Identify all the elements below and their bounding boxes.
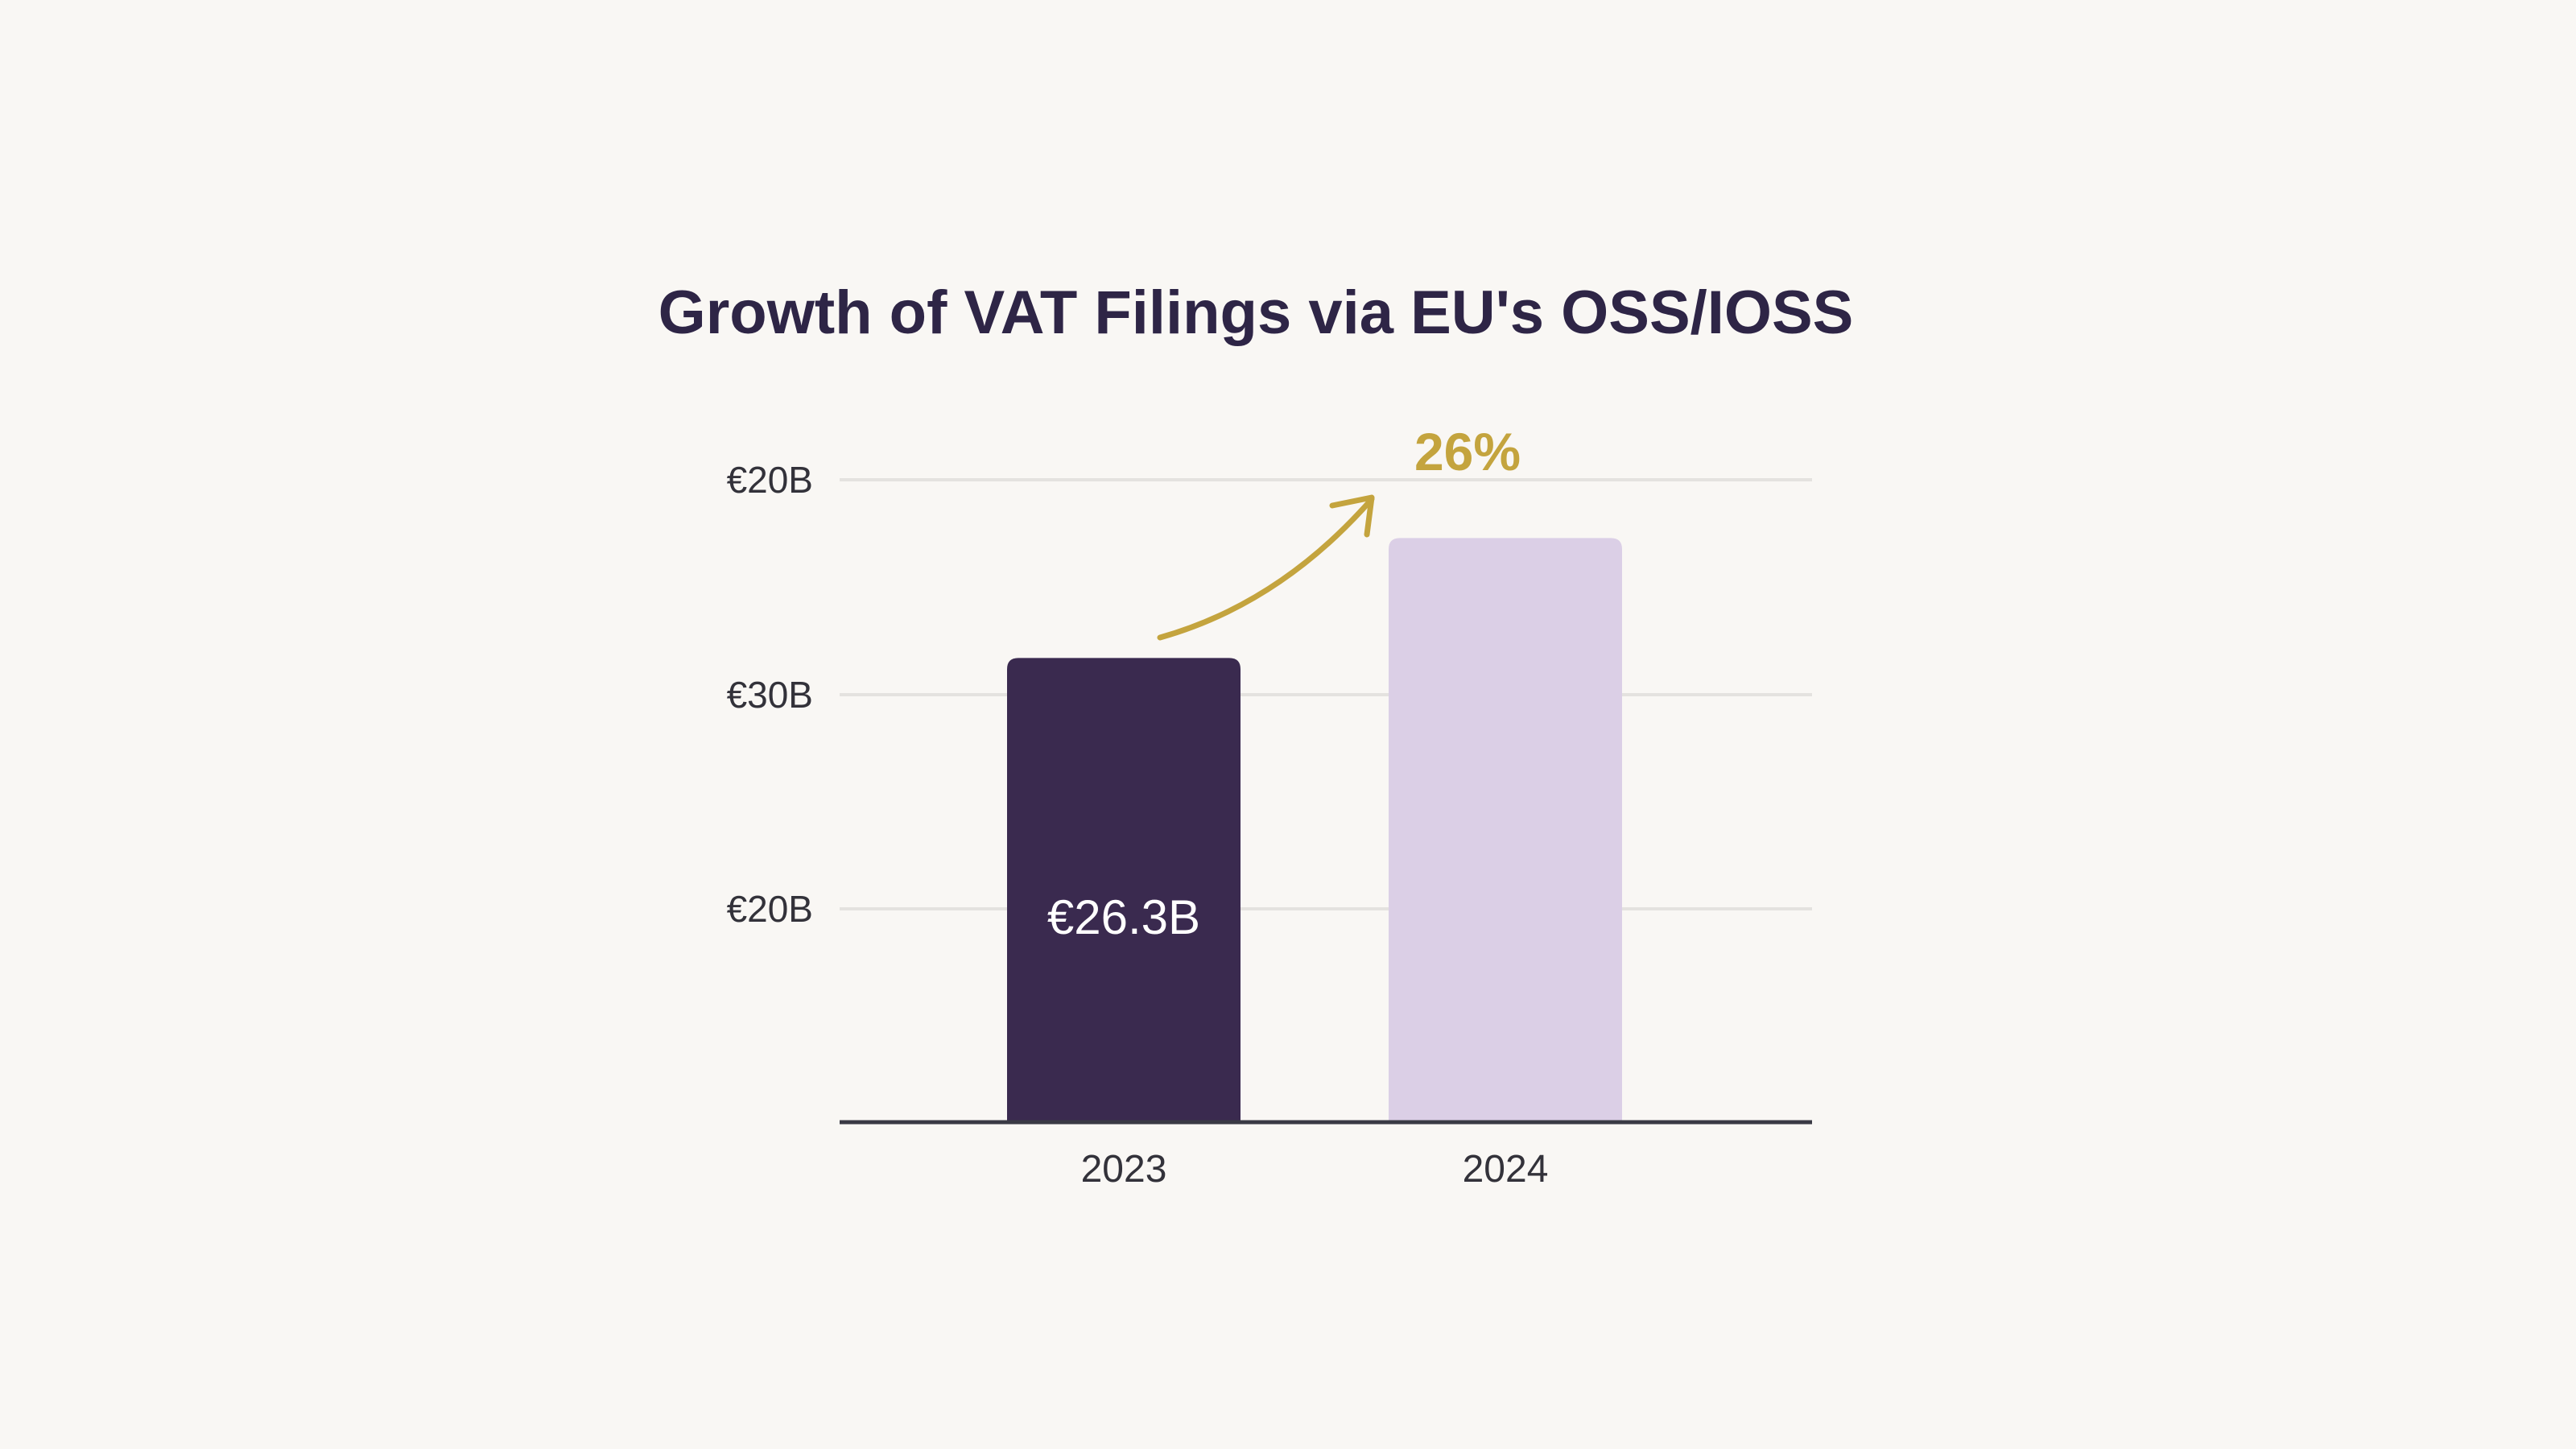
data-label: €26.3B: [1047, 890, 1200, 944]
y-tick-label: €20B: [727, 459, 813, 501]
y-tick-label: €30B: [727, 674, 813, 716]
bar-2024: [1389, 538, 1622, 1122]
x-tick-label: 2023: [1081, 1148, 1167, 1191]
growth-annotation: 26%: [1414, 422, 1521, 481]
growth-arrow-icon: [1157, 496, 1375, 641]
x-tick-label: 2024: [1463, 1148, 1549, 1191]
y-tick-label: €20B: [727, 888, 813, 930]
arrowhead-icon: [1329, 494, 1375, 538]
chart-title: Growth of VAT Filings via EU's OSS/IOSS: [658, 279, 1854, 347]
bar-2023: [1007, 658, 1241, 1122]
